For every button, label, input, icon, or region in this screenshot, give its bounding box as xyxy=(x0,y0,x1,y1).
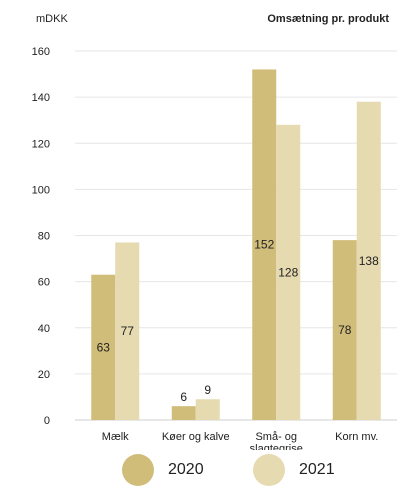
y-tick-label-120: 120 xyxy=(32,138,50,150)
y-tick-label-140: 140 xyxy=(32,92,50,104)
data-label-2021-2: 128 xyxy=(278,265,298,279)
legend-item-2020: 2020 xyxy=(122,450,204,490)
data-label-2020-0: 63 xyxy=(97,340,111,354)
y-tick-label-160: 160 xyxy=(32,46,50,58)
y-tick-label-80: 80 xyxy=(38,231,50,243)
legend-swatch-2021 xyxy=(253,454,285,486)
chart-title: Omsætning pr. produkt xyxy=(267,13,389,25)
data-label-2020-2: 152 xyxy=(254,238,274,252)
bar-2021-1 xyxy=(195,399,220,420)
legend-swatch-2020 xyxy=(122,454,154,486)
legend-label-2021: 2021 xyxy=(299,461,335,478)
bar-2020-0 xyxy=(91,274,116,420)
data-label-2020-1: 6 xyxy=(180,390,187,404)
y-tick-label-40: 40 xyxy=(38,323,50,335)
bar-chart: 0 20 40 60 80 100 120 140 160 63 77 Mælk 6 9 Køer og k… xyxy=(32,46,397,450)
bar-2021-0 xyxy=(115,242,140,420)
x-tick-label-2-0: Små- og xyxy=(255,431,297,443)
y-axis-unit-label: mDKK xyxy=(36,13,68,25)
y-tick-label-100: 100 xyxy=(32,184,50,196)
data-label-2021-0: 77 xyxy=(121,324,135,338)
legend-item-2021: 2021 xyxy=(253,450,335,490)
y-tick-label-20: 20 xyxy=(38,369,50,381)
data-label-2020-3: 78 xyxy=(338,323,352,337)
bar-2020-2 xyxy=(252,69,277,420)
x-tick-label-1-0: Køer og kalve xyxy=(162,431,230,443)
y-tick-label-60: 60 xyxy=(38,277,50,289)
bar-2021-3 xyxy=(356,101,381,421)
x-tick-label-0-0: Mælk xyxy=(102,431,129,443)
legend: 2020 2021 xyxy=(0,450,401,490)
data-label-2021-3: 138 xyxy=(359,254,379,268)
y-tick-label-0: 0 xyxy=(44,415,50,427)
data-label-2021-1: 9 xyxy=(204,383,211,397)
bar-2021-2 xyxy=(276,124,301,421)
x-tick-label-2-1: slagtegrise xyxy=(250,443,303,450)
legend-label-2020: 2020 xyxy=(168,461,204,478)
bar-2020-1 xyxy=(171,406,196,420)
bar-2020-3 xyxy=(332,240,357,420)
x-tick-label-3-0: Korn mv. xyxy=(335,431,378,443)
